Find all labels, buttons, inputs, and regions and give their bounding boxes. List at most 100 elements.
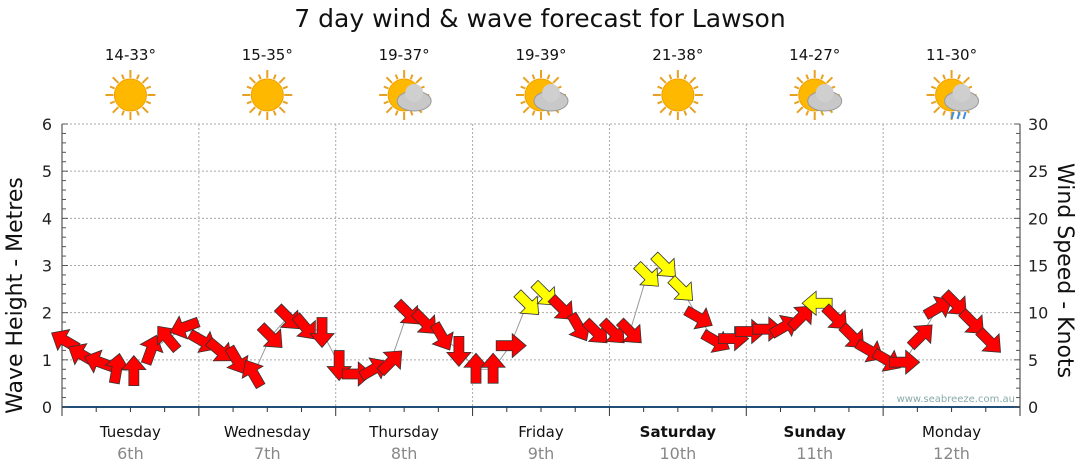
wind-arrow [787,305,813,332]
cloud-puff [542,84,560,102]
wind-arrow [801,290,833,317]
y2-tick-label: 20 [1028,209,1048,228]
day-date: 7th [254,444,281,463]
wind-arrow [309,317,335,349]
wind-arrow [224,344,249,375]
wave-line [65,264,990,375]
sun-ray [246,85,252,90]
weather-icon-sun [105,70,156,120]
weather-icon-sun [242,70,293,120]
sun-ray [246,100,252,105]
wind-arrow [889,349,921,376]
weather-icon-sun-cloud [516,70,569,120]
sun-ray [933,76,941,84]
day-name: Sunday [784,423,847,441]
cloud-puff [815,84,834,102]
sun-ray [942,110,946,116]
wind-arrow [513,289,540,315]
wind-arrow [633,260,659,287]
wind-arrow [410,308,437,334]
sun-ray [531,110,536,116]
sun-ray [257,110,262,116]
sun-ray [657,85,663,90]
sun-ray [409,110,414,116]
sun-ray [394,74,399,80]
sun-disc [661,78,695,112]
wind-arrow [598,317,625,344]
watermark: www.seabreeze.com.au [897,394,1015,405]
y-tick-label: 6 [42,115,52,134]
sun-ray [121,74,125,80]
sun-ray [659,76,667,84]
wind-arrow [581,317,608,344]
day-date: 10th [659,444,696,463]
sun-ray [282,85,288,90]
day-temperature: 11-30° [926,46,977,64]
sun-ray [385,106,393,114]
wind-arrow [376,350,403,377]
sun-ray [689,106,697,114]
sun-ray [942,74,946,80]
day-temperature: 14-27° [789,46,840,64]
y-tick-label: 4 [42,209,52,228]
y-tick-label: 5 [42,162,52,181]
sun-ray [531,74,536,80]
y2-tick-label: 0 [1028,398,1038,417]
sun-ray [520,85,526,90]
y-tick-label: 3 [42,257,52,276]
sun-ray [826,76,834,84]
sun-ray [409,74,414,80]
y2-tick-label: 30 [1028,115,1048,134]
y2-axis-label: Wind Speed - Knots [1052,163,1077,378]
sun-ray [962,76,970,84]
wind-arrow [157,325,182,354]
y2-tick-label: 10 [1028,304,1048,323]
wind-arrow [104,352,130,385]
sun-ray [248,106,256,114]
sun-ray [520,100,526,105]
y2-tick-label: 5 [1028,351,1038,370]
sun-ray [805,110,810,116]
sun-ray [257,74,262,80]
day-temperature: 14-33° [105,46,156,64]
wind-arrow [393,298,420,325]
day-name: Monday [922,423,981,441]
day-date: 12th [933,444,970,463]
day-date: 11th [796,444,833,463]
sun-ray [522,106,530,114]
sun-ray [109,100,116,105]
y-tick-label: 1 [42,351,52,370]
sun-ray [689,76,697,84]
sun-ray [930,85,937,90]
weather-icon-sun-cloud [789,70,843,120]
sun-ray [796,76,804,84]
sun-ray [546,74,551,80]
wind-arrow [667,275,694,301]
wind-arrow [922,296,953,320]
chart-title: 7 day wind & wave forecast for Lawson [294,4,786,33]
day-name: Saturday [640,423,717,441]
day-name: Friday [518,423,564,441]
sun-ray [112,106,120,114]
wind-arrow [906,324,933,351]
sun-disc [250,78,284,112]
sun-ray [383,100,389,105]
y2-tick-label: 15 [1028,257,1048,276]
wind-arrow [940,289,967,315]
day-temperature: 21-38° [652,46,703,64]
weather-icon-sun-cloud-rain [926,70,980,120]
sun-ray [415,76,423,84]
wind-arrow [495,332,527,359]
sun-ray [272,110,277,116]
wind-arrow [821,303,847,330]
day-date: 6th [117,444,144,463]
sun-ray [805,74,810,80]
sun-ray [145,100,152,105]
day-name: Tuesday [99,423,161,441]
raindrop [950,111,955,120]
sun-ray [272,74,277,80]
y2-tick-label: 25 [1028,162,1048,181]
wind-arrow [204,337,233,362]
wind-arrow [120,355,147,387]
